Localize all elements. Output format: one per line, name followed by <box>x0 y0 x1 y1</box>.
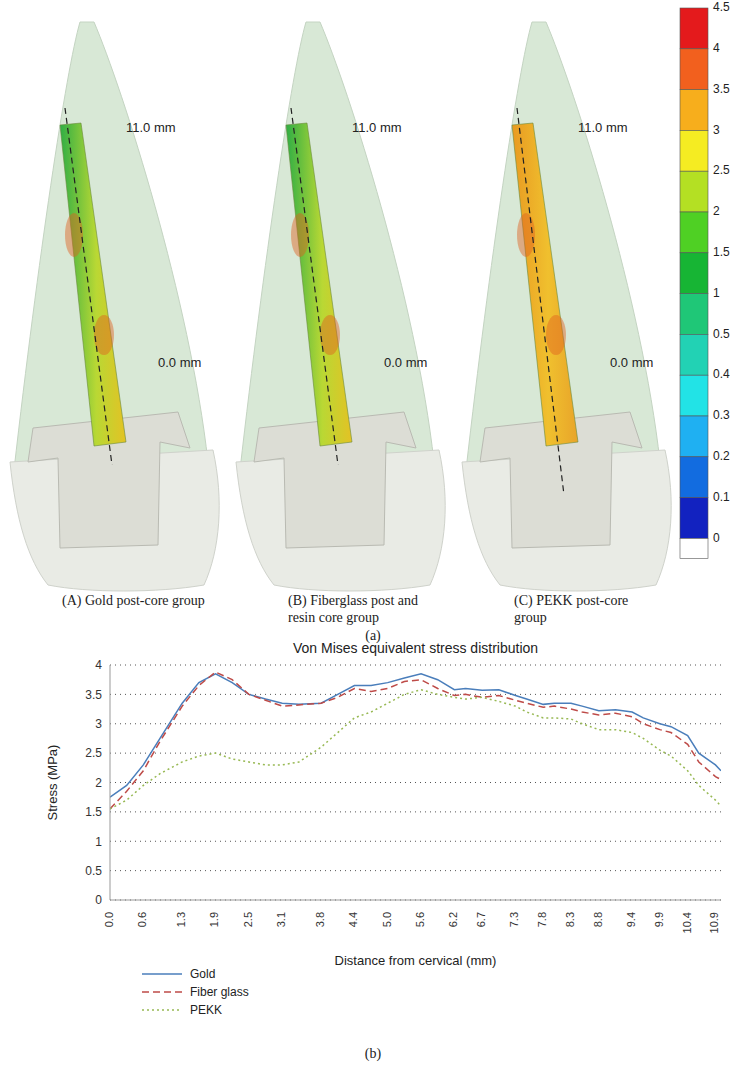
svg-text:1.9: 1.9 <box>208 912 220 927</box>
html-text:Fiber glass: Fiber glass <box>190 985 249 999</box>
svg-text:0.2: 0.2 <box>713 449 730 463</box>
svg-text:2.5: 2.5 <box>713 163 730 177</box>
svg-text:1.3: 1.3 <box>175 912 187 927</box>
svg-text:0.0: 0.0 <box>103 912 115 927</box>
svg-text:0.3: 0.3 <box>713 408 730 422</box>
svg-text:1: 1 <box>713 286 720 300</box>
html-text:PEKK: PEKK <box>190 1003 222 1017</box>
svg-text:11.0 mm: 11.0 mm <box>126 120 176 135</box>
svg-text:3.5: 3.5 <box>713 82 730 96</box>
svg-text:0.6: 0.6 <box>136 912 148 927</box>
svg-text:7.8: 7.8 <box>536 912 548 927</box>
svg-text:Stress (MPa): Stress (MPa) <box>45 745 60 821</box>
svg-text:0.0 mm: 0.0 mm <box>610 355 653 370</box>
svg-text:0: 0 <box>713 531 720 545</box>
svg-text:4: 4 <box>713 41 720 55</box>
svg-text:0: 0 <box>95 893 102 907</box>
svg-text:3.1: 3.1 <box>275 912 287 927</box>
svg-text:2.5: 2.5 <box>242 912 254 927</box>
svg-text:0.4: 0.4 <box>713 367 730 381</box>
svg-text:3.8: 3.8 <box>314 912 326 927</box>
html-text:(b): (b) <box>364 1046 382 1061</box>
svg-text:6.7: 6.7 <box>475 912 487 927</box>
svg-text:2: 2 <box>95 776 102 790</box>
svg-text:10.9: 10.9 <box>708 912 720 933</box>
svg-text:1.5: 1.5 <box>85 805 102 819</box>
svg-text:0.0 mm: 0.0 mm <box>158 355 201 370</box>
svg-text:3.5: 3.5 <box>85 688 102 702</box>
svg-text:3: 3 <box>95 717 102 731</box>
svg-text:5.0: 5.0 <box>381 912 393 927</box>
svg-text:5.6: 5.6 <box>414 912 426 927</box>
svg-text:4.5: 4.5 <box>713 0 730 14</box>
svg-text:8.3: 8.3 <box>564 912 576 927</box>
svg-text:4: 4 <box>95 658 102 672</box>
svg-text:0.5: 0.5 <box>713 327 730 341</box>
svg-text:Distance from cervical (mm): Distance from cervical (mm) <box>335 953 497 968</box>
svg-text:1: 1 <box>95 835 102 849</box>
html-text:(a): (a) <box>365 628 381 643</box>
html-text:Von Mises equivalent stress di: Von Mises equivalent stress distribution <box>292 640 539 656</box>
html-text:(B) Fiberglass post and resin: (B) Fiberglass post and resin core group <box>288 593 418 625</box>
svg-text:2.5: 2.5 <box>85 746 102 760</box>
svg-text:0.5: 0.5 <box>85 864 102 878</box>
svg-text:9.4: 9.4 <box>625 912 637 927</box>
svg-text:11.0 mm: 11.0 mm <box>352 120 402 135</box>
svg-text:9.9: 9.9 <box>653 912 665 927</box>
svg-text:7.3: 7.3 <box>508 912 520 927</box>
html-text:(C) PEKK post-core group: (C) PEKK post-core group <box>514 593 629 625</box>
svg-text:10.4: 10.4 <box>681 912 693 933</box>
svg-text:0.0 mm: 0.0 mm <box>384 355 427 370</box>
svg-text:11.0 mm: 11.0 mm <box>578 120 628 135</box>
svg-text:2: 2 <box>713 204 720 218</box>
svg-text:4.4: 4.4 <box>347 912 359 927</box>
svg-text:3: 3 <box>713 123 720 137</box>
svg-text:6.2: 6.2 <box>447 912 459 927</box>
svg-text:1.5: 1.5 <box>713 245 730 259</box>
html-text:(A) Gold post-core group: (A) Gold post-core group <box>62 593 205 608</box>
html-text:Gold: Gold <box>190 967 216 981</box>
svg-text:0.1: 0.1 <box>713 490 730 504</box>
svg-text:8.8: 8.8 <box>592 912 604 927</box>
